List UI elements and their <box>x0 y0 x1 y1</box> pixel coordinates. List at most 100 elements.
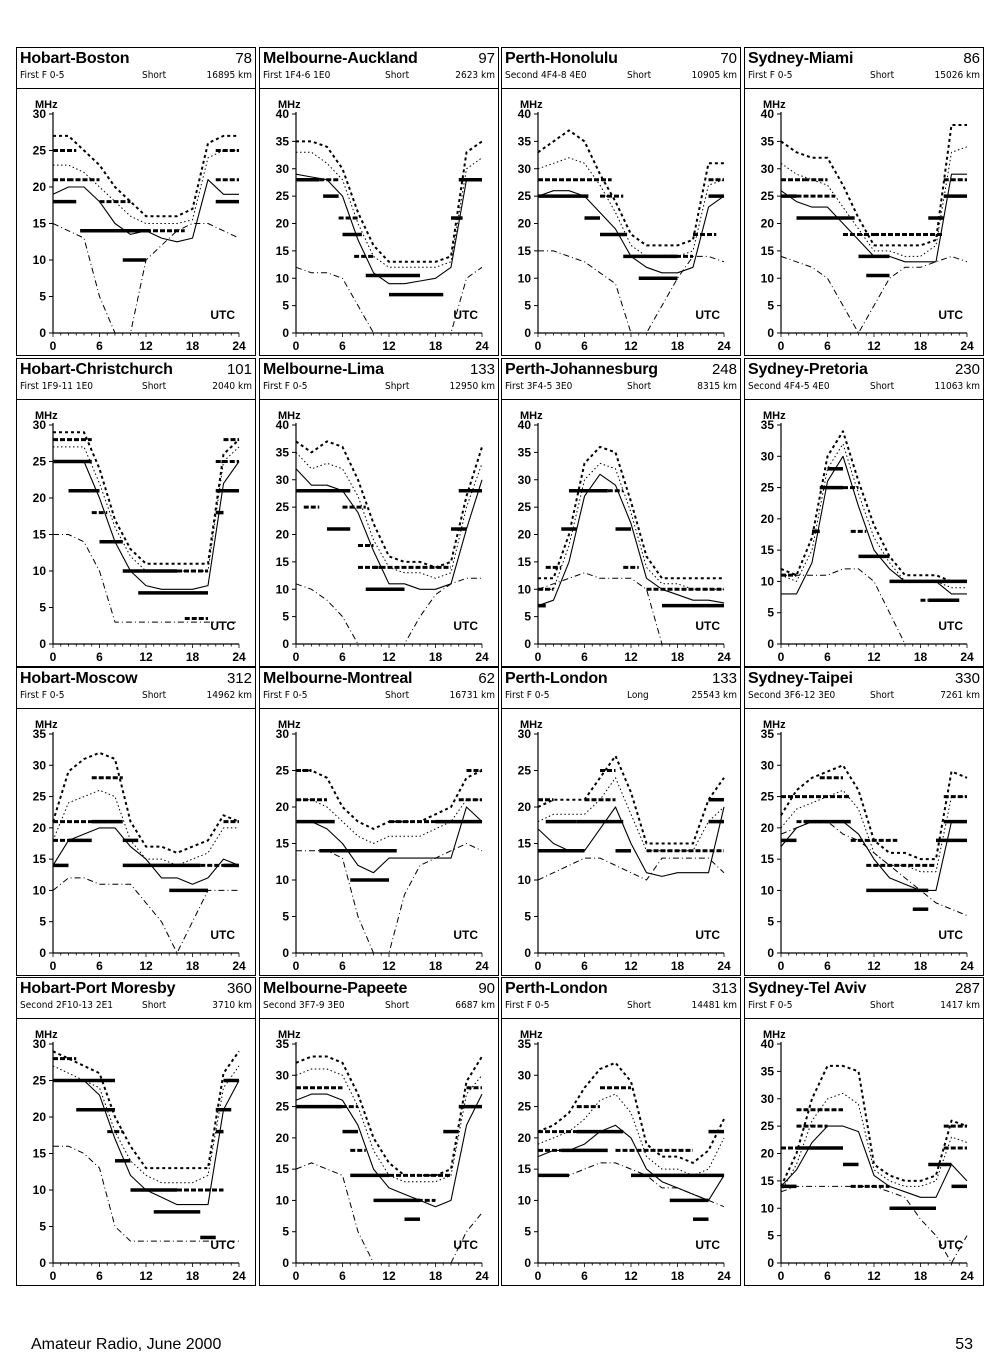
chart-distance: 2040 km <box>212 381 252 392</box>
x-tick-label: 24 <box>717 959 731 973</box>
y-tick-label: 15 <box>276 837 290 851</box>
y-tick-label: 5 <box>39 915 46 929</box>
series-line-upper <box>53 134 239 218</box>
x-axis-label: UTC <box>938 619 963 633</box>
x-tick-label: 18 <box>429 1269 443 1283</box>
y-tick-label: 10 <box>518 873 532 887</box>
chart-header: Sydney-Tel Aviv 287 First F 0-5 Short 1417 k… <box>745 978 983 1019</box>
y-axis-label: MHz <box>278 410 301 422</box>
y-tick-label: 25 <box>33 790 47 804</box>
chart-path: Long <box>627 690 649 701</box>
y-tick-label: 30 <box>761 1092 775 1106</box>
series-line-optimum <box>780 443 967 589</box>
chart-subtitle: First 1F9-11 1E0 Short 2040 km <box>20 381 252 396</box>
x-tick-label: 18 <box>186 1269 200 1283</box>
y-tick-label: 0 <box>282 946 289 960</box>
chart-subtitle: First 1F4-6 1E0 Short 2623 km <box>263 70 495 85</box>
x-tick-label: 18 <box>914 1269 928 1283</box>
y-tick-label: 10 <box>761 883 775 897</box>
x-tick-label: 0 <box>293 1269 300 1283</box>
y-tick-label: 30 <box>33 758 47 772</box>
series-line-upper <box>52 1050 240 1170</box>
y-tick-label: 0 <box>39 637 46 651</box>
y-tick-label: 20 <box>761 821 775 835</box>
y-tick-label: 25 <box>761 189 775 203</box>
chart-plot: MHz 0 5 10 15 20 25 30 35 40 0 6 12 18 24 UTC <box>518 99 731 353</box>
chart-title: Perth-London <box>505 980 608 997</box>
chart-panel: Perth-Honolulu 70 Second 4F4-8 4E0 Short 109… <box>501 47 741 356</box>
x-axis-label: UTC <box>210 928 235 942</box>
series-line-median <box>537 190 725 274</box>
x-tick-label: 12 <box>867 650 881 664</box>
x-tick-label: 18 <box>914 650 928 664</box>
x-tick-label: 0 <box>778 1269 785 1283</box>
x-tick-label: 0 <box>778 650 785 664</box>
series-line-upper <box>780 764 968 861</box>
y-tick-label: 15 <box>33 528 47 542</box>
x-tick-label: 0 <box>293 650 300 664</box>
chart-path: Short <box>142 1000 167 1011</box>
chart-mode: First 1F9-11 1E0 <box>20 381 94 392</box>
chart-mode: First F 0-5 <box>263 381 308 392</box>
chart-subtitle: First F 0-5 Short 1417 km <box>748 1000 980 1015</box>
chart-title: Melbourne-Papeete <box>263 980 408 997</box>
y-axis-label: MHz <box>278 719 301 731</box>
chart-mode: Second 2F10-13 2E1 <box>20 1000 113 1011</box>
series-line-lower <box>780 255 968 334</box>
x-tick-label: 24 <box>475 339 489 353</box>
y-tick-label: 30 <box>761 758 775 772</box>
chart-plot: MHz 0 5 10 15 20 25 30 0 6 12 18 24 UTC <box>276 719 489 973</box>
x-tick-label: 6 <box>824 959 831 973</box>
series-line-median <box>296 806 483 874</box>
x-tick-label: 12 <box>139 1269 153 1283</box>
x-tick-label: 12 <box>382 1269 396 1283</box>
x-tick-label: 6 <box>824 650 831 664</box>
y-tick-label: 5 <box>39 290 46 304</box>
y-tick-label: 40 <box>761 1037 775 1051</box>
y-tick-label: 15 <box>761 1174 775 1188</box>
x-tick-label: 12 <box>867 1269 881 1283</box>
y-tick-label: 25 <box>518 1100 532 1114</box>
chart-plot: MHz 0 5 10 15 20 25 30 0 6 12 18 24 UTC <box>33 410 246 664</box>
chart-path: Short <box>385 690 410 701</box>
series-line-upper <box>295 440 483 569</box>
y-tick-label: 20 <box>33 491 47 505</box>
x-axis-label: UTC <box>695 928 720 942</box>
series-line-upper <box>295 1055 483 1177</box>
y-axis-label: MHz <box>35 1029 58 1041</box>
chart-subtitle: First F 0-5 Short 14962 km <box>20 690 252 705</box>
chart-distance: 15026 km <box>934 70 980 81</box>
chart-panel: Sydney-Tel Aviv 287 First F 0-5 Short 1417 k… <box>744 977 984 1286</box>
y-tick-label: 5 <box>282 610 289 624</box>
chart-header: Melbourne-Auckland 97 First 1F4-6 1E0 Short… <box>260 48 498 89</box>
y-axis-label: MHz <box>278 1029 301 1041</box>
x-axis-label: UTC <box>210 619 235 633</box>
chart-header: Perth-London 313 First F 0-5 Short 14481 km <box>502 978 740 1019</box>
y-tick-label: 15 <box>276 244 290 258</box>
chart-bearing: 62 <box>478 670 495 687</box>
x-tick-label: 18 <box>914 339 928 353</box>
y-tick-label: 40 <box>518 107 532 121</box>
y-tick-label: 0 <box>282 637 289 651</box>
chart-plot: MHz 0 5 10 15 20 25 30 35 40 0 6 12 18 24 UTC <box>276 410 489 664</box>
x-tick-label: 0 <box>50 959 57 973</box>
chart-distance: 25543 km <box>691 690 737 701</box>
series-line-upper <box>780 1064 968 1187</box>
chart-subtitle: First 3F4-5 3E0 Short 8315 km <box>505 381 737 396</box>
x-tick-label: 12 <box>382 339 396 353</box>
chart-panel: Perth-Johannesburg 248 First 3F4-5 3E0 Shor… <box>501 358 741 667</box>
y-tick-label: 25 <box>276 189 290 203</box>
series-line-optimum <box>295 452 483 579</box>
chart-subtitle: First F 0-5 Short 16895 km <box>20 70 252 85</box>
chart-header: Melbourne-Montreal 62 First F 0-5 Short 1673… <box>260 668 498 709</box>
x-tick-label: 18 <box>429 959 443 973</box>
chart-title: Sydney-Tel Aviv <box>748 980 867 997</box>
chart-path: Short <box>870 1000 895 1011</box>
y-axis-label: MHz <box>763 410 786 422</box>
y-tick-label: 0 <box>524 326 531 340</box>
x-tick-label: 12 <box>382 959 396 973</box>
y-tick-label: 15 <box>33 1147 47 1161</box>
chart-subtitle: First F 0-5 Shprt 12950 km <box>263 381 495 396</box>
y-tick-label: 5 <box>767 915 774 929</box>
y-tick-label: 20 <box>518 800 532 814</box>
